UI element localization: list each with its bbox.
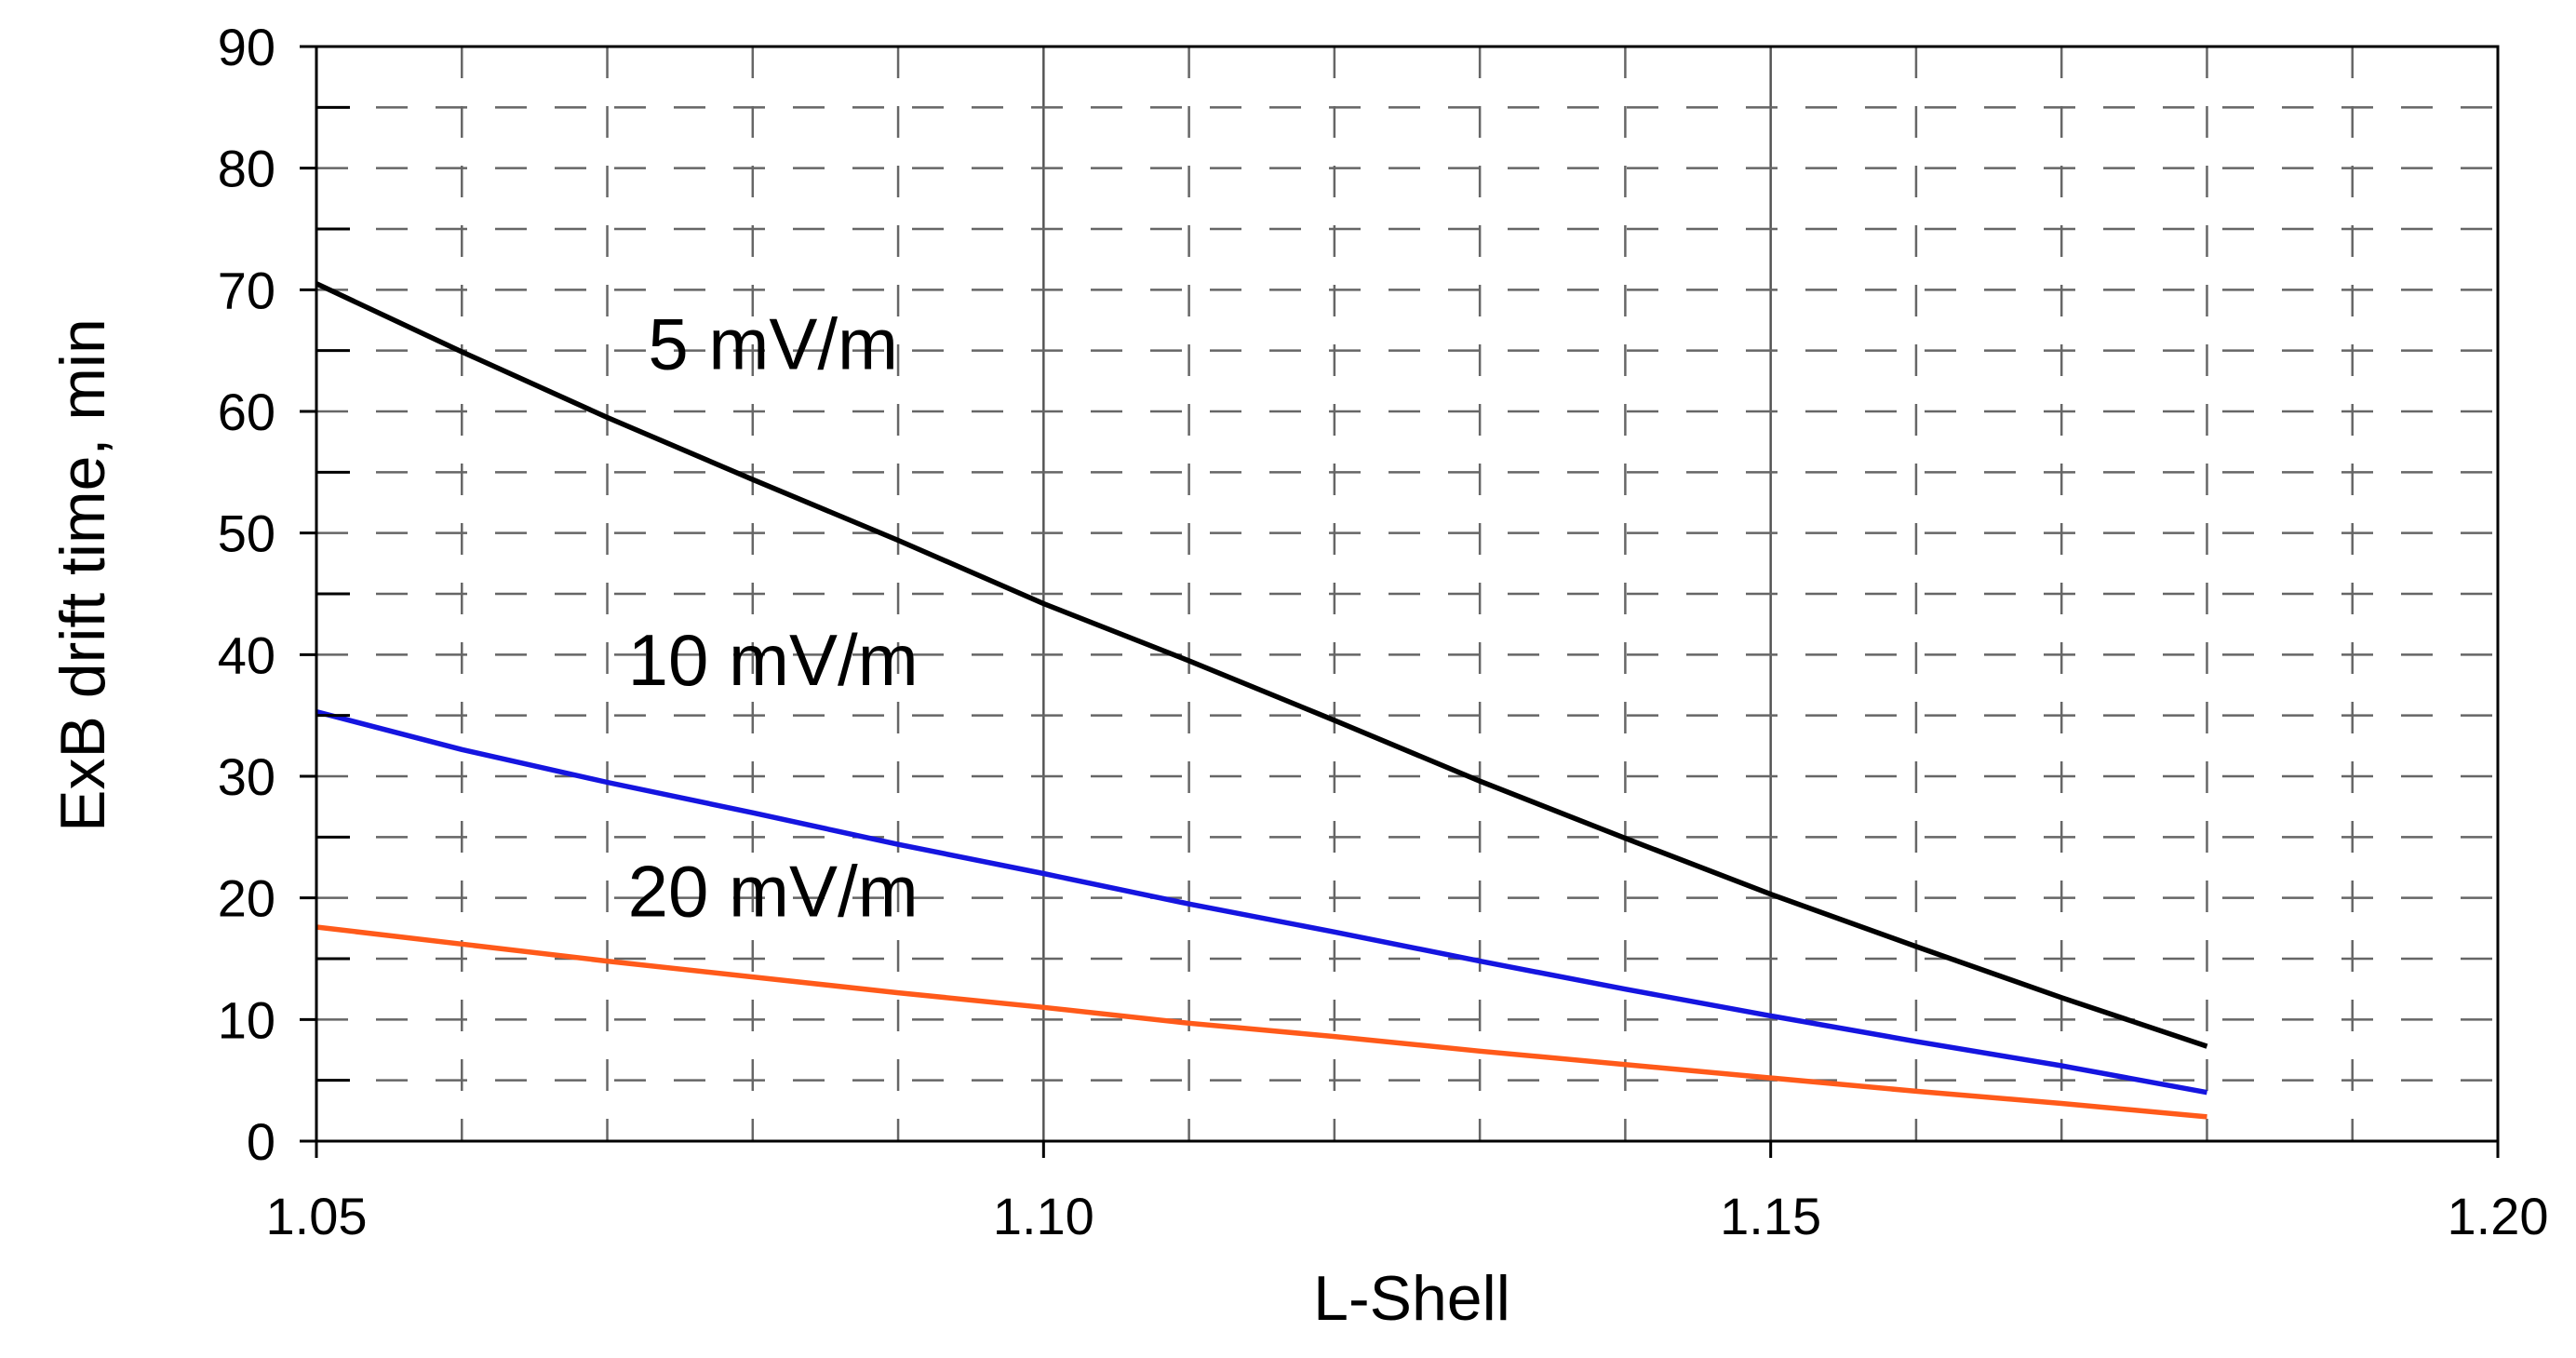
- series-label-20-mv-m: 20 mV/m: [628, 850, 919, 932]
- x-tick-label: 1.05: [266, 1187, 368, 1245]
- y-tick-label: 30: [218, 747, 275, 806]
- y-tick-label: 20: [218, 869, 275, 928]
- y-tick-label: 70: [218, 261, 275, 319]
- x-axis-title: L-Shell: [1313, 1263, 1510, 1334]
- x-tick-label: 1.15: [1720, 1187, 1821, 1245]
- series-lines: [315, 281, 2208, 1120]
- series-label-5-mv-m: 5 mV/m: [648, 303, 898, 384]
- grid: [316, 47, 2498, 1141]
- series-label-10-mv-m: 10 mV/m: [628, 619, 919, 701]
- axis-ticks: 0 10 20 30 40 50 60 70 80 90 1.05 1.10 1.15 1.20: [218, 18, 2549, 1245]
- y-tick-label: 60: [218, 383, 275, 441]
- y-tick-label: 0: [247, 1112, 275, 1171]
- series-line-5-mv-m: [315, 281, 2208, 1049]
- series-line-20-mv-m: [315, 924, 2207, 1120]
- y-tick-label: 40: [218, 625, 275, 684]
- y-tick-label: 80: [218, 140, 275, 198]
- y-tick-label: 90: [218, 18, 275, 76]
- y-tick-label: 10: [218, 990, 275, 1049]
- series-line-10-mv-m: [315, 709, 2207, 1096]
- x-tick-label: 1.20: [2448, 1187, 2549, 1245]
- y-tick-label: 50: [218, 504, 275, 563]
- y-axis-title: ExB drift time, min: [47, 318, 118, 832]
- x-tick-label: 1.10: [993, 1187, 1094, 1245]
